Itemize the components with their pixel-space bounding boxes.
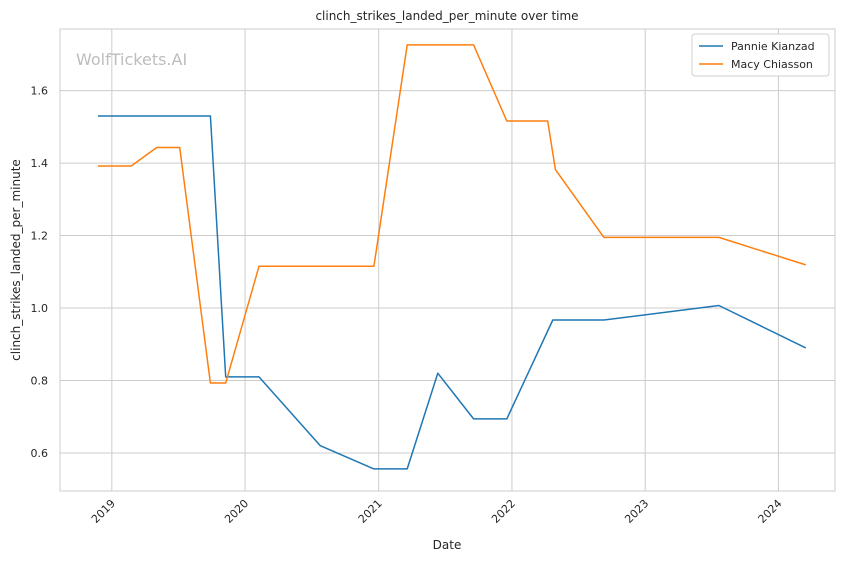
y-tick-label: 1.6 [31, 85, 49, 98]
chart-title: clinch_strikes_landed_per_minute over ti… [315, 9, 578, 23]
y-axis-ticks: 0.6 0.8 1.0 1.2 1.4 1.6 [31, 85, 49, 460]
x-tick-label: 2023 [622, 497, 651, 526]
x-tick-label: 2024 [756, 497, 785, 526]
y-axis-label: clinch_strikes_landed_per_minute [9, 159, 23, 361]
y-tick-label: 1.4 [31, 157, 49, 170]
y-tick-label: 0.8 [31, 374, 49, 387]
series-line-2 [98, 44, 807, 384]
plot-area [59, 28, 836, 492]
legend: Pannie Kianzad Macy Chiasson [691, 33, 830, 77]
legend-label: Pannie Kianzad [731, 40, 815, 53]
watermark: WolfTickets.AI [76, 50, 187, 69]
x-axis-label: Date [433, 538, 462, 552]
legend-label: Macy Chiasson [731, 58, 813, 71]
y-tick-label: 1.0 [31, 302, 49, 315]
series-line-1 [98, 115, 807, 470]
y-tick-label: 1.2 [31, 230, 49, 243]
x-tick-label: 2020 [222, 497, 251, 526]
x-tick-label: 2021 [356, 497, 385, 526]
series-lines [98, 44, 807, 470]
y-tick-label: 0.6 [31, 447, 49, 460]
grid-lines [60, 29, 835, 491]
x-axis-ticks: 2019 2020 2021 2022 2023 2024 [89, 497, 785, 526]
x-tick-label: 2022 [489, 497, 518, 526]
legend-box [691, 33, 830, 77]
x-tick-label: 2019 [89, 497, 118, 526]
